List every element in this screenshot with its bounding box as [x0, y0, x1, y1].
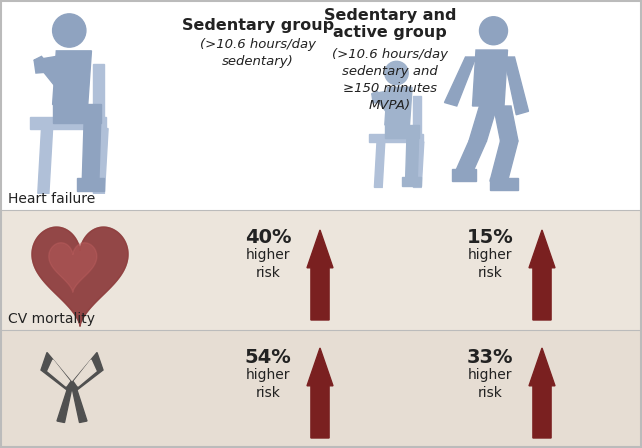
Text: Sedentary group: Sedentary group	[182, 18, 334, 33]
Polygon shape	[372, 91, 390, 103]
Polygon shape	[93, 129, 108, 193]
Polygon shape	[32, 227, 128, 326]
Polygon shape	[30, 117, 106, 129]
Polygon shape	[413, 96, 421, 138]
Polygon shape	[372, 91, 398, 120]
Text: higher
risk: higher risk	[246, 368, 290, 401]
Polygon shape	[469, 106, 497, 141]
Polygon shape	[32, 227, 128, 326]
Text: higher
risk: higher risk	[246, 248, 290, 280]
Text: (>10.6 hours/day
sedentary and
≥150 minutes
MVPA): (>10.6 hours/day sedentary and ≥150 minu…	[332, 48, 448, 112]
Polygon shape	[455, 141, 487, 172]
Text: higher
risk: higher risk	[468, 248, 512, 280]
Polygon shape	[307, 348, 333, 438]
Polygon shape	[41, 353, 72, 390]
Polygon shape	[385, 87, 412, 125]
Polygon shape	[451, 169, 476, 181]
Polygon shape	[76, 178, 105, 191]
Circle shape	[53, 14, 86, 47]
Polygon shape	[385, 125, 419, 138]
Text: 40%: 40%	[245, 228, 291, 247]
Polygon shape	[444, 57, 476, 106]
Polygon shape	[529, 348, 555, 438]
Polygon shape	[53, 51, 91, 104]
Polygon shape	[72, 388, 87, 422]
Polygon shape	[504, 57, 528, 115]
Text: higher
risk: higher risk	[468, 368, 512, 401]
Polygon shape	[53, 104, 101, 123]
Text: 54%: 54%	[245, 348, 291, 367]
Polygon shape	[93, 64, 105, 123]
Polygon shape	[48, 360, 69, 386]
Polygon shape	[72, 353, 103, 390]
Polygon shape	[406, 138, 419, 180]
Bar	[0, 210, 642, 330]
Polygon shape	[49, 243, 97, 293]
Polygon shape	[490, 178, 518, 190]
Text: Heart failure: Heart failure	[8, 192, 95, 206]
Polygon shape	[34, 56, 71, 97]
Polygon shape	[74, 360, 96, 386]
Bar	[0, 0, 642, 210]
Polygon shape	[34, 56, 60, 73]
Text: CV mortality: CV mortality	[8, 312, 95, 326]
Polygon shape	[490, 141, 518, 181]
Circle shape	[480, 17, 507, 45]
Polygon shape	[413, 142, 424, 187]
Text: Sedentary and
active group: Sedentary and active group	[324, 8, 456, 40]
Polygon shape	[494, 106, 518, 141]
Polygon shape	[82, 123, 101, 182]
Polygon shape	[369, 134, 422, 142]
Polygon shape	[402, 177, 421, 186]
Polygon shape	[307, 230, 333, 320]
Polygon shape	[57, 388, 72, 422]
Text: (>10.6 hours/day
sedentary): (>10.6 hours/day sedentary)	[200, 38, 316, 68]
Bar	[0, 330, 642, 448]
Circle shape	[385, 61, 408, 85]
Text: 15%: 15%	[467, 228, 514, 247]
Polygon shape	[529, 230, 555, 320]
Polygon shape	[473, 50, 507, 106]
Polygon shape	[38, 129, 53, 193]
Polygon shape	[374, 142, 385, 187]
Text: 33%: 33%	[467, 348, 513, 367]
